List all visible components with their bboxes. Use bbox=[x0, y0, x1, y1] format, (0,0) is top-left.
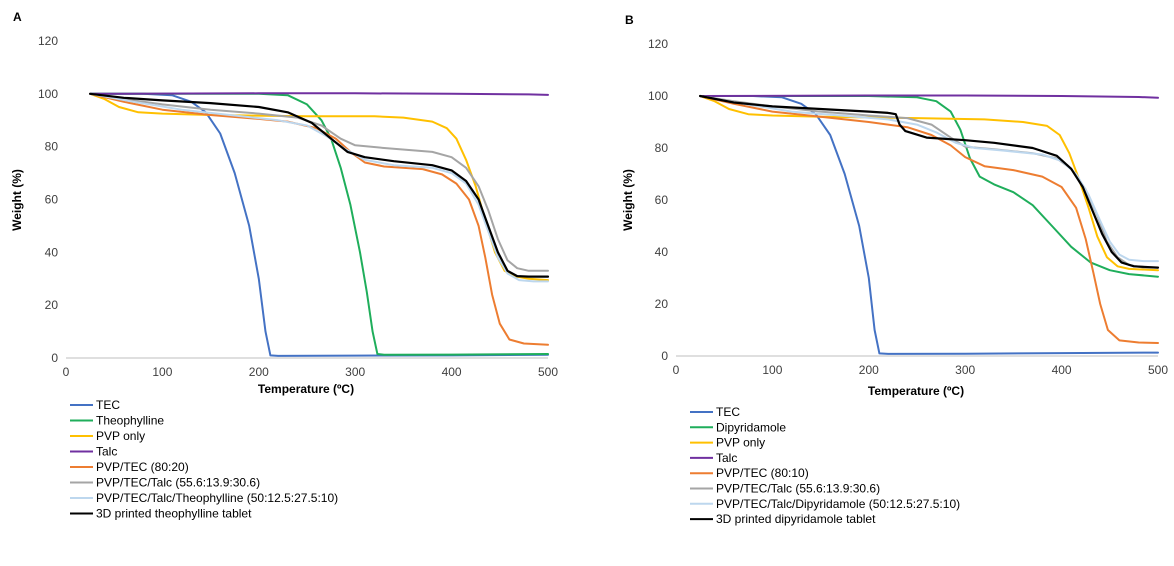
panel-b-series-line-pvp-tec-talc-55-6-13-9-30-6 bbox=[699, 95, 1159, 269]
panel-b-series-line-pvp-tec-talc-dipyridamole-50-12-5-27-5-10 bbox=[699, 95, 1159, 263]
panel-b-legend-label: PVP/TEC/Talc/Dipyridamole (50:12.5:27.5:… bbox=[716, 497, 960, 511]
panel-b-series-line-dipyridamole bbox=[699, 95, 1159, 278]
panel-a-legend-label: PVP/TEC (80:20) bbox=[96, 460, 189, 474]
panel-a-x-tick-label: 100 bbox=[152, 365, 172, 379]
panel-a-series-line-pvp-tec-talc-55-6-13-9-30-6 bbox=[89, 92, 549, 272]
panel-b-legend-label: PVP only bbox=[716, 436, 765, 450]
panel-b-series-line-3d-printed-dipyridamole-tablet bbox=[699, 94, 1160, 269]
panel-a-legend-label: PVP only bbox=[96, 429, 145, 443]
panel-a-legend-label: PVP/TEC/Talc/Theophylline (50:12.5:27.5:… bbox=[96, 491, 338, 505]
panel-a-series-line-pvp-tec-80-20 bbox=[89, 92, 549, 346]
panel-b-y-tick-label: 100 bbox=[648, 89, 668, 103]
panel-b: B 0 20 40 60 80 100 120 0 100 200 300 400 500 Temperat… bbox=[621, 13, 1168, 526]
panel-b-x-tick-label: 200 bbox=[859, 363, 879, 377]
panel-b-legend-label: PVP/TEC (80:10) bbox=[716, 466, 809, 480]
panel-a-y-tick-label: 120 bbox=[38, 34, 58, 48]
panel-b-y-tick-label: 60 bbox=[655, 193, 669, 207]
panel-b-legend-label: Dipyridamole bbox=[716, 420, 786, 434]
panel-a-legend-label: Theophylline bbox=[96, 414, 164, 428]
panel-a-y-axis-title: Weight (%) bbox=[10, 169, 24, 231]
panel-a-x-axis-title: Temperature (ºC) bbox=[258, 382, 354, 396]
panel-b-legend-label: PVP/TEC/Talc (55.6:13.9:30.6) bbox=[716, 482, 880, 496]
panel-a-y-tick-label: 60 bbox=[45, 193, 59, 207]
panel-a-legend-label: TEC bbox=[96, 398, 120, 412]
panel-b-y-tick-label: 120 bbox=[648, 37, 668, 51]
panel-b-y-tick-label: 80 bbox=[655, 141, 669, 155]
panel-b-series-line-talc bbox=[699, 94, 1159, 99]
panel-a-series-line-talc bbox=[89, 92, 549, 96]
panel-a-series-line-theophylline bbox=[89, 92, 549, 356]
panel-a-series-line-pvp-tec-talc-theophylline-50-12-5-27-5-10 bbox=[89, 92, 549, 283]
panel-a-y-tick-label: 80 bbox=[45, 140, 59, 154]
panel-a-x-tick-label: 400 bbox=[442, 365, 462, 379]
panel-b-x-tick-label: 100 bbox=[762, 363, 782, 377]
panel-b-y-axis-title: Weight (%) bbox=[621, 169, 635, 231]
panel-a-x-tick-label: 0 bbox=[63, 365, 70, 379]
panel-b-y-tick-label: 0 bbox=[661, 349, 668, 363]
panel-a-x-tick-label: 500 bbox=[538, 365, 558, 379]
panel-a-legend-label: Talc bbox=[96, 445, 117, 459]
panel-b-series-line-tec bbox=[699, 95, 1159, 355]
panel-b-series-line-pvp-tec-80-10 bbox=[699, 95, 1159, 344]
panel-b-x-tick-label: 0 bbox=[673, 363, 680, 377]
panel-a-x-tick-label: 200 bbox=[249, 365, 269, 379]
panel-b-y-tick-label: 20 bbox=[655, 297, 669, 311]
panel-b-x-tick-label: 400 bbox=[1052, 363, 1072, 377]
panel-b-legend-label: 3D printed dipyridamole tablet bbox=[716, 512, 876, 526]
panel-b-series-line-pvp-only bbox=[699, 95, 1159, 272]
panel-b-x-axis-title: Temperature (ºC) bbox=[868, 384, 964, 398]
panel-a: A 0 20 40 60 80 100 120 0 100 200 300 400 500 Temperat… bbox=[10, 10, 558, 521]
panel-a-letter: A bbox=[13, 10, 22, 24]
panel-a-y-tick-label: 0 bbox=[51, 351, 58, 365]
panel-b-y-tick-label: 40 bbox=[655, 245, 669, 259]
panel-a-y-tick-label: 100 bbox=[38, 87, 58, 101]
panel-b-legend-label: Talc bbox=[716, 451, 737, 465]
panel-a-y-tick-label: 20 bbox=[45, 298, 59, 312]
panel-b-legend-label: TEC bbox=[716, 405, 740, 419]
panel-a-x-tick-label: 300 bbox=[345, 365, 365, 379]
panel-a-series-line-tec bbox=[89, 92, 549, 357]
panel-b-letter: B bbox=[625, 13, 634, 27]
panel-a-legend-label: 3D printed theophylline tablet bbox=[96, 507, 252, 521]
panel-b-x-tick-label: 500 bbox=[1148, 363, 1168, 377]
panel-a-legend-label: PVP/TEC/Talc (55.6:13.9:30.6) bbox=[96, 476, 260, 490]
panel-b-x-tick-label: 300 bbox=[955, 363, 975, 377]
panel-a-y-tick-label: 40 bbox=[45, 245, 59, 259]
panel-a-series-line-3d-printed-theophylline-tablet bbox=[89, 92, 550, 278]
